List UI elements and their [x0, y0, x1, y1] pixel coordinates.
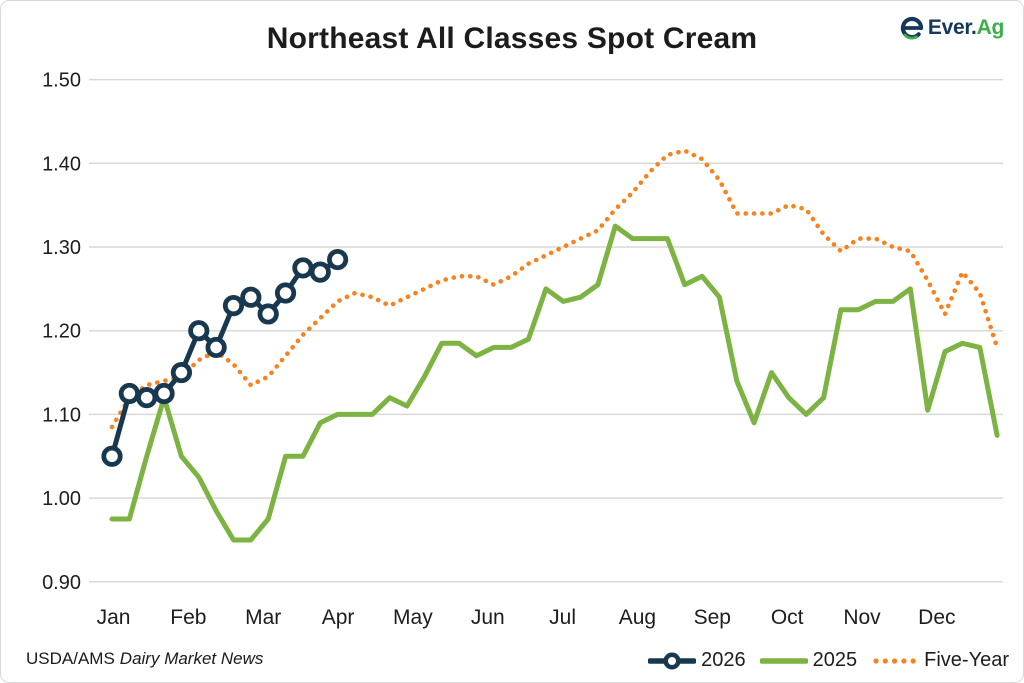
- legend-dot: [910, 657, 916, 664]
- everag-logo: Ever.Ag: [899, 15, 1004, 41]
- marker-2026-w11: [274, 282, 297, 304]
- marker-2026-w14: [327, 248, 349, 271]
- source-prefix: USDA/AMS: [26, 649, 115, 668]
- y-tick-label-0.90: 0.90: [42, 572, 81, 594]
- marker-2026-w9: [240, 286, 262, 308]
- legend-item-2026: 2026: [648, 649, 746, 672]
- marker-2026-w12: [292, 257, 314, 279]
- legend-dot: [892, 657, 898, 664]
- marker-2026-w5: [170, 361, 193, 384]
- legend-item-five-year: Five-Year: [871, 649, 1009, 672]
- legend-item-2025: 2025: [759, 649, 858, 672]
- x-tick-label-nov: Nov: [843, 606, 881, 629]
- legend-swatch-2025: [759, 657, 808, 664]
- logo-text-ag: Ag: [976, 16, 1005, 39]
- y-tick-label-1.00: 1.00: [42, 488, 81, 510]
- marker-2026-w7: [205, 336, 227, 359]
- y-tick-label-1.20: 1.20: [42, 321, 81, 343]
- x-tick-label-sep: Sep: [694, 606, 731, 629]
- logo-text-ever: Ever.: [927, 16, 977, 39]
- legend-label-five-year: Five-Year: [924, 649, 1009, 671]
- legend-dot: [901, 657, 907, 664]
- marker-2026-w2: [118, 382, 140, 405]
- legend-dot: [873, 657, 879, 664]
- legend-swatch-five-year: [873, 657, 916, 664]
- y-tick-label-1.50: 1.50: [42, 70, 81, 92]
- x-tick-label-feb: Feb: [170, 606, 206, 629]
- marker-2026-w8: [222, 294, 245, 317]
- x-tick-label-jun: Jun: [471, 606, 505, 629]
- source-note: USDA/AMS Dairy Market News: [26, 649, 263, 669]
- x-tick-label-jan: Jan: [97, 606, 131, 629]
- legend-swatch-2026: [648, 651, 697, 670]
- y-tick-label-1.30: 1.30: [42, 237, 81, 259]
- everag-logo-icon: [900, 16, 924, 40]
- x-tick-label-aug: Aug: [619, 606, 656, 629]
- x-tick-label-jul: Jul: [549, 606, 576, 629]
- legend-label-2025: 2025: [812, 649, 858, 671]
- legend-label-2026: 2026: [701, 649, 746, 671]
- series-line-2026: [109, 257, 341, 459]
- x-tick-label-mar: Mar: [245, 606, 281, 629]
- marker-2026-w6: [188, 320, 210, 342]
- y-tick-label-1.40: 1.40: [42, 153, 81, 175]
- series-line-five-year: [109, 148, 1000, 430]
- marker-2026-w4: [153, 382, 175, 405]
- legend: 2026 2025 Five-Year: [648, 649, 1009, 672]
- y-tick-label-1.10: 1.10: [42, 404, 81, 426]
- everag-logo-text: Ever.Ag: [928, 16, 1004, 40]
- x-tick-label-apr: Apr: [322, 606, 355, 629]
- x-tick-label-may: May: [393, 606, 433, 629]
- x-tick-label-dec: Dec: [918, 606, 955, 629]
- marker-2026-w13: [309, 261, 331, 283]
- legend-ring-marker: [663, 651, 681, 670]
- marker-2026-w1: [101, 445, 123, 467]
- x-tick-label-oct: Oct: [771, 606, 804, 629]
- marker-2026-w10: [257, 303, 279, 325]
- legend-dot: [882, 657, 889, 664]
- source-publication: Dairy Market News: [119, 649, 264, 668]
- series-line-2025: [109, 223, 1000, 543]
- chart-title: Northeast All Classes Spot Cream: [266, 22, 758, 55]
- marker-2026-w3: [136, 387, 158, 409]
